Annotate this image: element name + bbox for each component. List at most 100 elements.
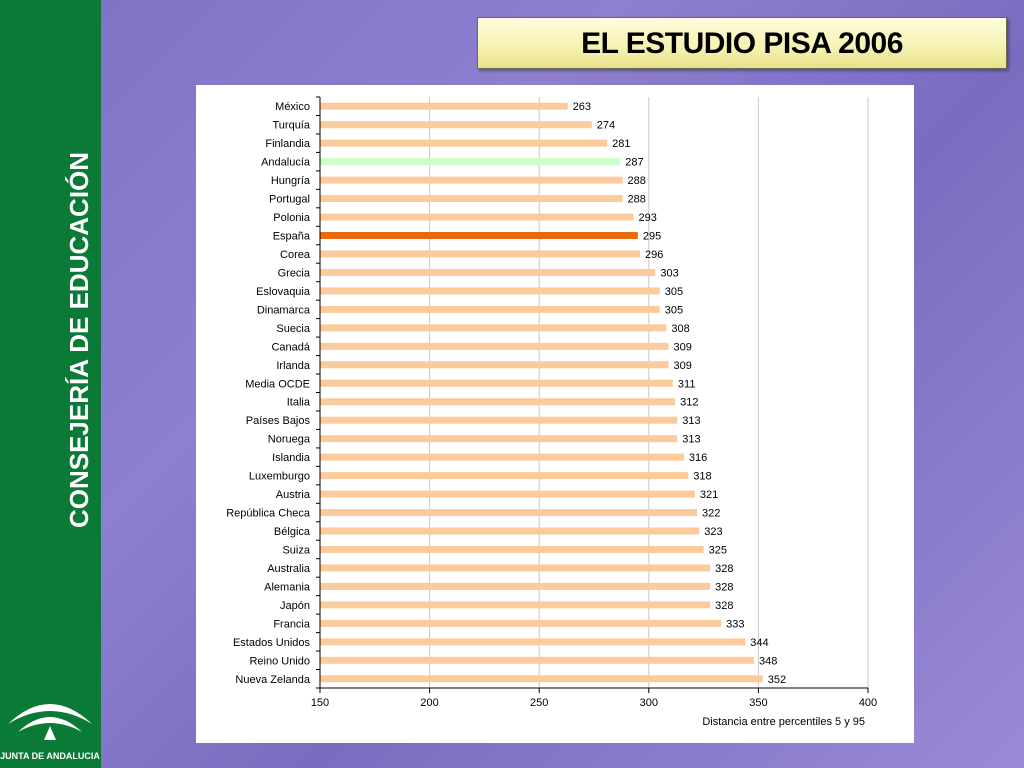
bar [320, 656, 755, 664]
data-label: 352 [768, 674, 786, 686]
sidebar-vertical-title: CONSEJERÍA DE EDUCACIÓN [0, 0, 101, 680]
data-label: 328 [715, 581, 733, 593]
data-label: 344 [750, 637, 768, 649]
data-label: 303 [660, 267, 678, 279]
data-label: 328 [715, 563, 733, 575]
bar [320, 268, 656, 276]
category-label: Reino Unido [249, 655, 310, 667]
slide-title: EL ESTUDIO PISA 2006 [581, 27, 903, 60]
bar [320, 379, 673, 387]
category-label: Bélgica [274, 526, 311, 538]
data-label: 281 [612, 138, 630, 150]
data-label: 288 [627, 175, 645, 187]
data-label: 288 [627, 194, 645, 206]
data-label: 295 [643, 231, 661, 243]
category-label: Luxemburgo [249, 471, 310, 483]
category-label: República Checa [226, 508, 311, 520]
category-label: Noruega [268, 434, 311, 446]
category-label: Austria [276, 489, 311, 501]
bar [320, 675, 763, 683]
bar [320, 324, 667, 332]
category-label: Australia [267, 563, 311, 575]
data-label: 296 [645, 249, 663, 261]
bar [320, 139, 608, 147]
data-label: 321 [700, 489, 718, 501]
bar [320, 287, 660, 295]
data-label: 333 [726, 618, 744, 630]
data-label: 287 [625, 157, 643, 169]
bar [320, 545, 704, 553]
x-tick-label: 300 [640, 697, 658, 709]
data-label: 316 [689, 452, 707, 464]
data-label: 313 [682, 415, 700, 427]
category-label: Grecia [278, 267, 311, 279]
data-label: 309 [674, 360, 692, 372]
bar [320, 619, 722, 627]
bar [320, 490, 695, 498]
bar [320, 232, 638, 240]
category-label: Suiza [282, 544, 310, 556]
sidebar-vertical-text: CONSEJERÍA DE EDUCACIÓN [64, 152, 94, 528]
x-tick-label: 400 [859, 697, 877, 709]
category-label: Dinamarca [257, 304, 311, 316]
category-label: Andalucía [261, 157, 311, 169]
data-label: 325 [709, 544, 727, 556]
bar-chart: México 263 Turquía 274 Finlandia 281 Andalucía… [196, 85, 914, 743]
bar [320, 195, 623, 203]
sidebar: CONSEJERÍA DE EDUCACIÓN JUNTA DE ANDALUC… [0, 0, 101, 768]
data-label: 313 [682, 434, 700, 446]
data-label: 308 [671, 323, 689, 335]
x-tick-label: 250 [530, 697, 548, 709]
category-label: Irlanda [276, 360, 311, 372]
category-label: Polonia [273, 212, 311, 224]
data-label: 311 [678, 378, 696, 390]
bar [320, 398, 676, 406]
data-label: 263 [573, 101, 591, 113]
category-label: Turquía [272, 120, 310, 132]
bar [320, 361, 669, 369]
category-label: Francia [273, 618, 311, 630]
category-label: Islandia [272, 452, 311, 464]
data-label: 322 [702, 508, 720, 520]
category-label: Canadá [271, 341, 310, 353]
category-label: Suecia [276, 323, 311, 335]
bar [320, 509, 698, 517]
bar [320, 638, 746, 646]
category-label: Países Bajos [246, 415, 311, 427]
bar [320, 213, 634, 221]
bar [320, 601, 711, 609]
data-label: 323 [704, 526, 722, 538]
x-tick-label: 200 [420, 697, 438, 709]
x-axis-title: Distancia entre percentiles 5 y 95 [702, 716, 865, 728]
x-tick-label: 350 [749, 697, 767, 709]
category-label: Media OCDE [245, 378, 310, 390]
bar [320, 121, 592, 129]
category-label: Eslovaquia [256, 286, 311, 298]
bar [320, 176, 623, 184]
data-label: 274 [597, 120, 615, 132]
bar [320, 435, 678, 443]
bar [320, 102, 568, 110]
bar [320, 453, 684, 461]
data-label: 305 [665, 286, 683, 298]
slide-title-box: EL ESTUDIO PISA 2006 [477, 17, 1007, 69]
bar [320, 305, 660, 313]
bar [320, 564, 711, 572]
bar [320, 158, 621, 166]
bar [320, 416, 678, 424]
category-label: Portugal [269, 194, 310, 206]
category-label: Nueva Zelanda [235, 674, 310, 686]
category-label: Italia [287, 397, 311, 409]
category-label: Corea [280, 249, 311, 261]
category-label: Hungría [271, 175, 311, 187]
data-label: 328 [715, 600, 733, 612]
data-label: 312 [680, 397, 698, 409]
x-tick-label: 150 [311, 697, 329, 709]
category-label: Estados Unidos [233, 637, 311, 649]
bar [320, 250, 641, 258]
data-label: 318 [693, 471, 711, 483]
category-label: México [275, 101, 310, 113]
category-label: Finlandia [265, 138, 311, 150]
category-label: Japón [280, 600, 310, 612]
junta-andalucia-logo: JUNTA DE ANDALUCIA [0, 688, 101, 768]
